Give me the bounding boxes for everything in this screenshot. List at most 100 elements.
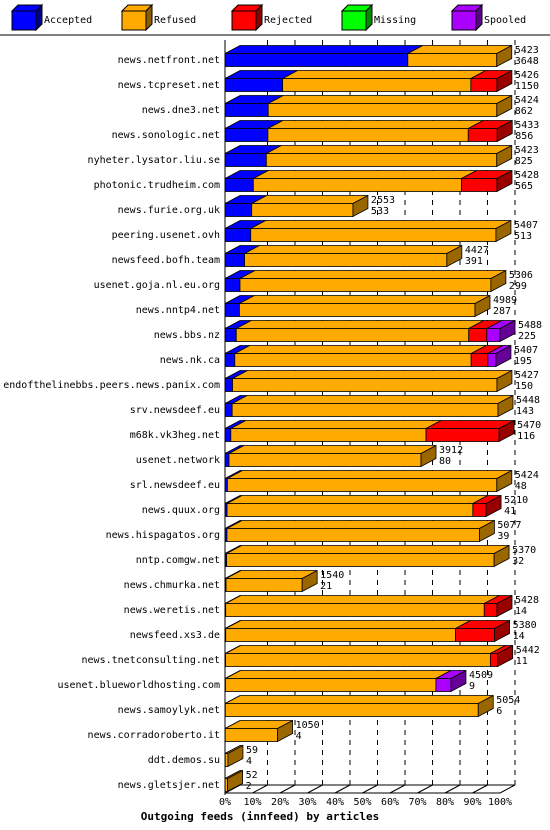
site-label: endofthelinebbs.peers.news.panix.com	[3, 380, 220, 391]
offered-value-label: 5426	[515, 70, 539, 81]
accepted-value-label: 116	[517, 431, 535, 442]
bar-end-face	[497, 644, 514, 668]
bar-segment-refused	[230, 428, 427, 442]
bar-segment-refused	[238, 303, 476, 317]
bar-segment-refused	[225, 578, 303, 592]
bar-end-face	[496, 469, 513, 493]
bar-end-face	[301, 569, 318, 593]
bar-row	[224, 744, 244, 768]
bar-segment-refused	[231, 403, 499, 417]
bar-end-face	[496, 169, 513, 193]
bar-segment-refused	[235, 328, 470, 342]
bar-segment-rejected	[483, 603, 498, 617]
legend-label: Refused	[154, 15, 196, 26]
offered-value-label: 5424	[515, 470, 539, 481]
bar-segment-refused	[250, 228, 497, 242]
site-label: news.quux.org	[142, 505, 220, 516]
bar-segment-accepted	[224, 128, 269, 142]
legend-label: Rejected	[264, 15, 312, 26]
bar-segment-accepted	[224, 203, 253, 217]
bar-segment-top-refused	[268, 95, 512, 104]
x-tick-label: 30%	[298, 797, 316, 808]
bar-row	[224, 169, 513, 193]
x-tick-label: 100%	[488, 797, 512, 808]
x-tick-mark	[224, 784, 241, 794]
bar-segment-top-refused	[231, 395, 514, 404]
offered-value-label: 5428	[515, 170, 539, 181]
bar-row	[224, 719, 294, 743]
legend-swatch	[451, 10, 477, 31]
site-label: news.hispagatos.org	[106, 530, 220, 541]
bar-segment-refused	[225, 653, 491, 667]
bar-segment-top-refused	[225, 645, 506, 654]
bar-segment-refused	[227, 478, 498, 492]
bar-row	[224, 519, 495, 543]
bar-segment-top-refused	[253, 170, 477, 179]
accepted-value-label: 533	[371, 206, 389, 217]
x-tick-label: 50%	[353, 797, 371, 808]
bar-segment-top-refused	[225, 570, 318, 579]
x-tick-label: 20%	[271, 797, 289, 808]
bar-segment-refused	[282, 78, 472, 92]
bar-segment-accepted	[224, 53, 409, 67]
x-tick-mark	[472, 784, 488, 794]
value-labels: 5423364854261150542486254338565423825542…	[246, 45, 542, 792]
bar-segment-top-refused	[407, 45, 512, 54]
offered-value-label: 5054	[496, 695, 520, 706]
legend-item-accepted: Accepted	[10, 3, 92, 32]
accepted-value-label: 856	[515, 131, 533, 142]
offered-value-label: 4427	[465, 245, 489, 256]
bar-segment-refused	[267, 103, 498, 117]
offered-value-label: 59	[246, 745, 258, 756]
accepted-value-label: 565	[515, 181, 533, 192]
offered-value-label: 5306	[509, 270, 533, 281]
bar-row	[224, 294, 491, 318]
bar-segment-top-refused	[227, 470, 512, 479]
bar-segment-refused	[251, 203, 354, 217]
legend-item-rejected: Rejected	[230, 3, 312, 32]
bar-segment-top-refused	[225, 595, 500, 604]
bar-segment-top-refused	[239, 295, 491, 304]
bar-row	[224, 619, 510, 643]
accepted-value-label: 862	[515, 106, 533, 117]
accepted-value-label: 14	[515, 606, 527, 617]
bar-segment-refused	[224, 728, 279, 742]
bar-row	[224, 94, 513, 118]
bar-end-face	[496, 44, 513, 68]
bar-segment-accepted	[224, 253, 245, 267]
bar-segment-rejected	[470, 353, 489, 367]
offered-value-label: 5470	[517, 420, 541, 431]
legend-swatch	[231, 10, 257, 31]
bar-segment-refused	[226, 528, 480, 542]
bar-row	[224, 144, 513, 168]
accepted-value-label: 287	[493, 306, 511, 317]
x-tick-label: 40%	[326, 797, 344, 808]
accepted-value-label: 825	[515, 156, 533, 167]
bar-row	[224, 569, 318, 593]
bar-row	[224, 369, 513, 393]
bar-row	[224, 219, 512, 243]
site-label: news.nk.ca	[160, 355, 220, 366]
accepted-value-label: 41	[504, 506, 516, 517]
accepted-value-label: 2	[246, 781, 252, 792]
site-label: news.corradoroberto.it	[88, 730, 220, 741]
site-label: news.nntp4.net	[136, 305, 220, 316]
accepted-value-label: 225	[518, 331, 536, 342]
site-label: news.netfront.net	[118, 55, 220, 66]
bar-end-face	[496, 69, 513, 93]
accepted-value-label: 195	[514, 356, 532, 367]
bar-end-face	[493, 544, 510, 568]
bar-segment-top-refused	[236, 320, 484, 329]
bar-row	[224, 494, 502, 518]
site-label: news.gletsjer.net	[118, 780, 220, 791]
bar-segment-accepted	[224, 353, 236, 367]
x-tick-mark	[444, 784, 461, 794]
bar-segment-top-refused	[230, 420, 442, 429]
bar-row	[224, 344, 512, 368]
bar-segment-top-refused	[225, 620, 471, 629]
bar-segment-spooled	[487, 353, 497, 367]
accepted-value-label: 391	[465, 256, 483, 267]
bar-segment-accepted	[224, 103, 269, 117]
bar-end-face	[227, 769, 244, 793]
